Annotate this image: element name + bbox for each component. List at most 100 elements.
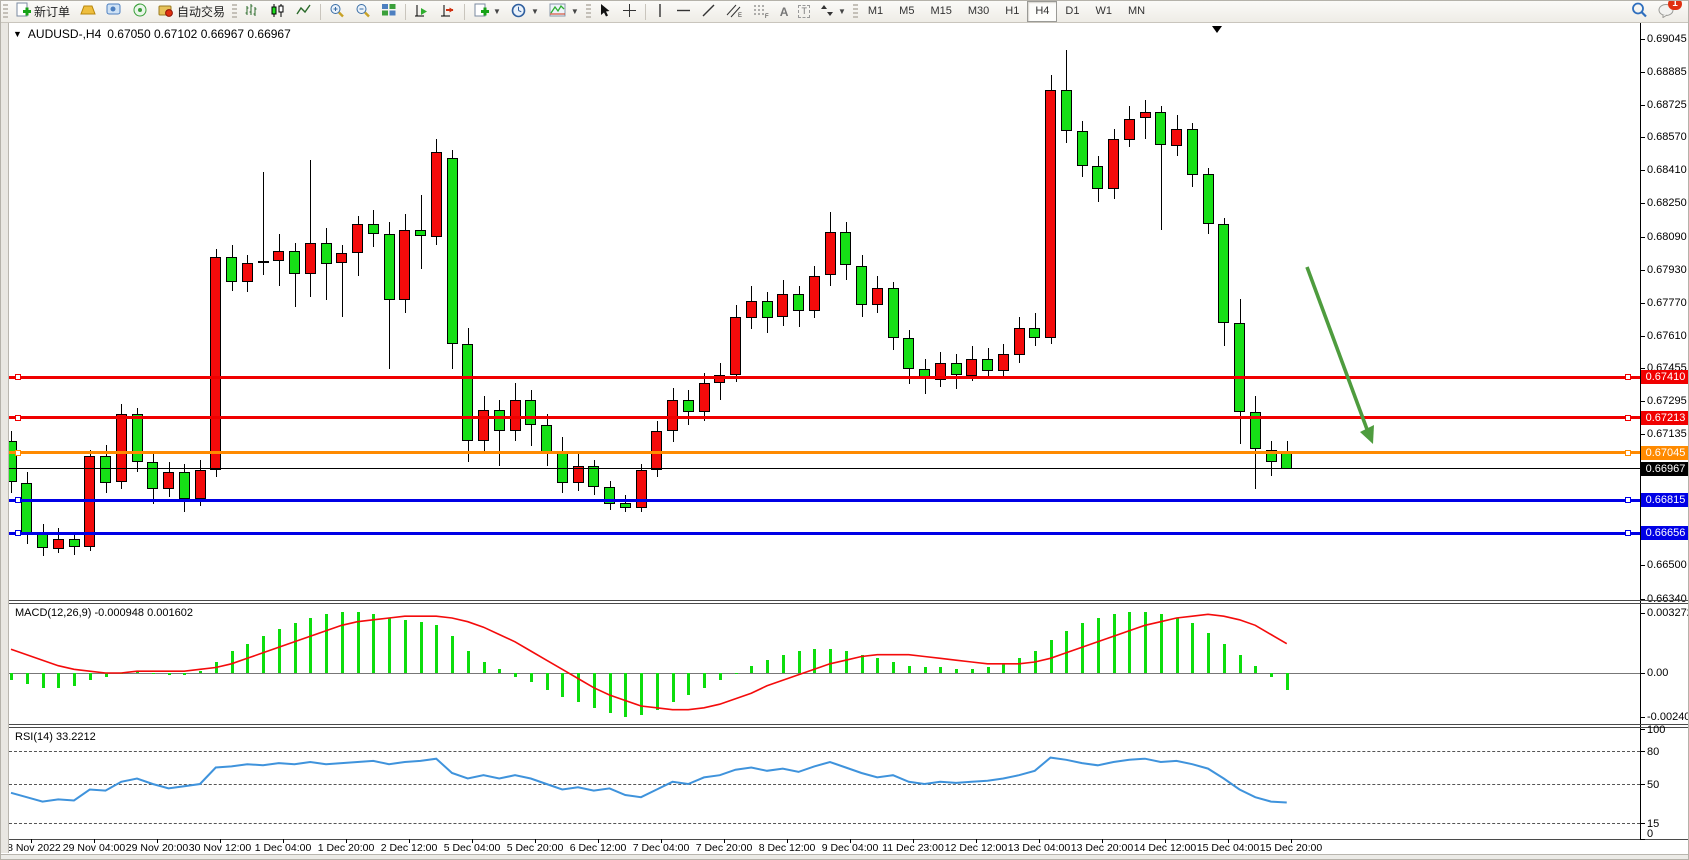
time-axis[interactable]: [1, 840, 1688, 854]
signals-button[interactable]: [127, 1, 153, 23]
macd-histogram-bar: [309, 618, 312, 673]
candle-bullish: [730, 317, 741, 375]
macd-histogram-bar: [750, 666, 753, 673]
line-handle[interactable]: [15, 374, 21, 380]
text-label-tool-button[interactable]: T: [793, 1, 815, 23]
line-handle[interactable]: [1625, 374, 1631, 380]
time-axis-label: 7 Dec 20:00: [695, 842, 753, 854]
macd-histogram-bar: [687, 673, 690, 695]
candle-wick: [295, 243, 296, 307]
chart-shift-marker[interactable]: [1212, 26, 1222, 33]
candle-bearish: [762, 301, 773, 318]
candle-bearish: [226, 257, 237, 282]
tile-windows-button[interactable]: [376, 1, 402, 23]
time-axis-tick: [661, 839, 662, 843]
chart-shift-button[interactable]: [435, 1, 461, 23]
new-order-button[interactable]: 新订单: [10, 1, 75, 23]
line-handle[interactable]: [1625, 415, 1631, 421]
equidistant-channel-tool-button[interactable]: E: [721, 1, 748, 23]
price-axis-tick-label: 0.68090: [1647, 231, 1687, 243]
timeframe-m1-button[interactable]: M1: [867, 5, 884, 17]
time-axis-tick: [787, 839, 788, 843]
line-handle[interactable]: [1625, 450, 1631, 456]
timeframe-h4-button[interactable]: H4: [1027, 1, 1058, 22]
text-tool-button[interactable]: A: [775, 1, 794, 23]
toolbar-grip: [232, 3, 238, 20]
chart-menu-triangle-icon[interactable]: ▼: [13, 29, 22, 39]
crosshair-button[interactable]: [617, 1, 642, 23]
cursor-button[interactable]: [593, 1, 617, 23]
time-axis-label: 12 Dec 12:00: [944, 842, 1008, 854]
timeframe-m15-button[interactable]: M15: [930, 5, 952, 17]
auto-scroll-button[interactable]: [409, 1, 435, 23]
horizontal-line[interactable]: [9, 376, 1640, 379]
macd-histogram-bar: [1113, 614, 1116, 673]
macd-histogram-bar: [120, 673, 123, 674]
pane-separator[interactable]: [1, 727, 1688, 728]
time-axis-tick: [346, 839, 347, 843]
indicators-button[interactable]: ▼: [544, 1, 584, 23]
window-bottom-edge: [1, 854, 1688, 859]
macd-histogram-bar: [10, 673, 13, 680]
line-handle[interactable]: [15, 497, 21, 503]
candle-bearish: [368, 224, 379, 234]
horizontal-line-tool-button[interactable]: [671, 1, 696, 23]
macd-histogram-bar: [451, 636, 454, 673]
pane-separator[interactable]: [1, 603, 1688, 604]
vertical-line-tool-button[interactable]: [649, 1, 671, 23]
arrows-tool-button[interactable]: ▼: [815, 1, 851, 23]
periods-button[interactable]: ▼: [506, 1, 544, 23]
fibonacci-tool-button[interactable]: F: [748, 1, 775, 23]
timeframe-w1-button[interactable]: W1: [1095, 5, 1112, 17]
candle-bearish: [1234, 323, 1245, 412]
trendline-tool-button[interactable]: [696, 1, 721, 23]
macd-histogram-bar: [105, 673, 108, 677]
candle-bearish: [683, 400, 694, 412]
search-icon[interactable]: [1631, 2, 1648, 21]
time-axis-label: 30 Nov 12:00: [188, 842, 252, 854]
zoom-in-button[interactable]: [324, 1, 350, 23]
candle-wick: [263, 172, 264, 275]
chart-window[interactable]: [1, 22, 1688, 854]
pane-separator[interactable]: [1, 724, 1688, 725]
styler-button[interactable]: [75, 1, 101, 23]
line-handle[interactable]: [1625, 497, 1631, 503]
price-line-label: 0.67410: [1641, 370, 1688, 384]
price-axis-tick-label: 0.66500: [1647, 559, 1687, 571]
autotrading-button[interactable]: 自动交易: [153, 1, 230, 23]
timeframe-d1-button[interactable]: D1: [1065, 5, 1080, 17]
line-handle[interactable]: [15, 450, 21, 456]
market-watch-button[interactable]: [101, 1, 127, 23]
notifications-icon[interactable]: 1: [1658, 1, 1682, 21]
new-chart-button[interactable]: ▼: [468, 1, 506, 23]
macd-histogram-bar: [1034, 651, 1037, 673]
horizontal-line[interactable]: [9, 532, 1640, 535]
pane-separator[interactable]: [1, 600, 1688, 601]
macd-histogram-bar: [73, 673, 76, 686]
timeframe-m5-button[interactable]: M5: [899, 5, 915, 17]
macd-histogram-bar: [577, 673, 580, 702]
candle-bearish: [132, 414, 143, 462]
line-handle[interactable]: [1625, 530, 1631, 536]
line-handle[interactable]: [15, 530, 21, 536]
zoom-out-button[interactable]: [350, 1, 376, 23]
horizontal-line[interactable]: [9, 499, 1640, 502]
line-handle[interactable]: [15, 415, 21, 421]
price-axis-tick-label: 0.68410: [1647, 164, 1687, 176]
timeframe-mn-button[interactable]: MN: [1127, 5, 1146, 17]
timeframe-m30-button[interactable]: M30: [967, 5, 990, 17]
timeframe-h1-button[interactable]: H1: [1005, 5, 1020, 17]
macd-histogram-bar: [1239, 655, 1242, 673]
line-chart-button[interactable]: [291, 1, 317, 23]
price-axis-tick: [1640, 401, 1645, 402]
candle-bullish: [242, 263, 253, 282]
candlestick-chart-button[interactable]: [265, 1, 291, 23]
horizontal-line[interactable]: [9, 451, 1640, 454]
price-line-label: 0.67045: [1641, 446, 1688, 460]
candle-bullish: [258, 261, 269, 263]
horizontal-line[interactable]: [9, 416, 1640, 419]
bar-chart-button[interactable]: [239, 1, 265, 23]
candlestick-icon: [270, 3, 286, 21]
macd-axis-tick: [1640, 673, 1645, 674]
